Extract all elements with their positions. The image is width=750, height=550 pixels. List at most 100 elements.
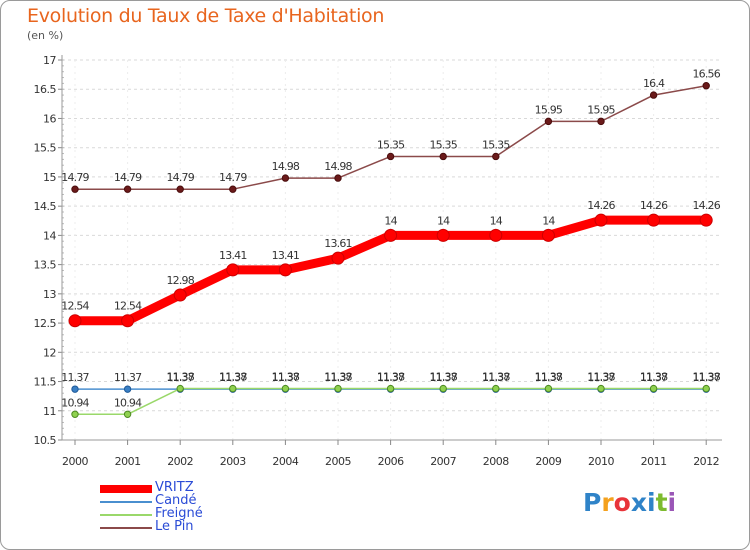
chart-title: Evolution du Taux de Taxe d'Habitation bbox=[27, 5, 385, 27]
data-point-freigne bbox=[597, 384, 605, 393]
data-point-freigne bbox=[649, 384, 658, 393]
data-label-le-pin: 15.95 bbox=[535, 103, 563, 116]
data-point-vritz bbox=[331, 251, 345, 265]
data-label-vritz: 14 bbox=[437, 214, 450, 227]
data-point-vritz bbox=[68, 314, 82, 328]
data-label-vritz: 14.26 bbox=[640, 199, 668, 212]
legend-item-vritz: VRITZ bbox=[100, 480, 300, 495]
y-tick-label: 17 bbox=[43, 54, 56, 67]
data-point-freigne bbox=[492, 384, 500, 393]
data-label-cande: 11.37 bbox=[114, 371, 142, 384]
x-tick-label: 2001 bbox=[115, 455, 141, 468]
data-point-vritz bbox=[121, 314, 135, 328]
data-label-vritz: 12.54 bbox=[114, 300, 142, 313]
data-label-le-pin: 15.95 bbox=[587, 103, 615, 116]
data-label-cande: 11.37 bbox=[61, 371, 89, 384]
legend-item-cande: Candé bbox=[100, 494, 300, 508]
y-tick-label: 14.5 bbox=[34, 200, 57, 213]
data-label-cande: 11.37 bbox=[692, 371, 720, 384]
y-tick-label: 11.5 bbox=[34, 376, 57, 389]
data-label-le-pin: 14.79 bbox=[114, 171, 142, 184]
series-layer bbox=[68, 82, 713, 418]
data-label-cande: 11.37 bbox=[482, 371, 510, 384]
data-label-le-pin: 14.98 bbox=[324, 160, 352, 173]
logo-letter: t bbox=[655, 488, 668, 517]
data-label-le-pin: 14.79 bbox=[219, 171, 247, 184]
label-layer: 12.54 12.54 12.98 13.41 13.41 13.61 14 14 14 14 14… bbox=[61, 68, 721, 410]
data-point-le-pin bbox=[71, 185, 79, 193]
legend-item-le-pin: Le Pin bbox=[100, 520, 300, 534]
y-tick-label: 10.5 bbox=[34, 434, 57, 447]
data-point-le-pin bbox=[229, 185, 237, 193]
data-label-le-pin: 14.79 bbox=[166, 171, 194, 184]
y-tick-label: 12.5 bbox=[34, 317, 57, 330]
y-tick-label: 13 bbox=[43, 288, 56, 301]
data-point-freigne bbox=[176, 384, 184, 393]
data-point-vritz bbox=[541, 228, 555, 242]
legend-swatch-freigne bbox=[100, 514, 152, 516]
legend-swatch-cande bbox=[100, 501, 152, 503]
y-tick-label: 15.5 bbox=[34, 142, 57, 155]
data-point-freigne bbox=[334, 384, 342, 393]
data-label-vritz: 14 bbox=[384, 214, 397, 227]
data-label-cande: 11.37 bbox=[166, 371, 194, 384]
y-tick-label: 16 bbox=[43, 112, 56, 125]
x-tick-label: 2006 bbox=[378, 455, 404, 468]
data-label-cande: 11.37 bbox=[640, 371, 668, 384]
legend-swatch-le-pin bbox=[100, 527, 152, 529]
data-label-le-pin: 15.35 bbox=[429, 138, 457, 151]
x-tick-label: 2002 bbox=[167, 455, 193, 468]
data-label-freigne: 11.38 bbox=[535, 371, 563, 384]
legend-label-vritz: VRITZ bbox=[155, 480, 194, 495]
data-point-le-pin bbox=[439, 152, 447, 161]
logo-letter: r bbox=[601, 488, 614, 517]
data-point-vritz bbox=[384, 228, 398, 242]
data-label-le-pin: 14.79 bbox=[61, 171, 89, 184]
data-point-freigne bbox=[229, 384, 237, 393]
x-tick-label: 2009 bbox=[535, 455, 561, 468]
data-point-cande bbox=[123, 385, 132, 393]
data-point-le-pin bbox=[176, 185, 184, 193]
data-point-vritz bbox=[436, 228, 450, 242]
legend: VRITZ Candé Freigné Le Pin bbox=[100, 480, 300, 534]
data-label-le-pin: 14.98 bbox=[272, 160, 300, 173]
data-point-freigne bbox=[544, 384, 553, 393]
y-tick-label: 11 bbox=[43, 405, 56, 418]
data-label-vritz: 13.61 bbox=[324, 237, 352, 250]
data-label-cande: 11.37 bbox=[324, 371, 352, 384]
data-point-freigne bbox=[439, 384, 447, 393]
data-label-cande: 11.37 bbox=[219, 371, 247, 384]
data-point-vritz bbox=[173, 288, 187, 302]
x-tick-label: 2011 bbox=[641, 455, 667, 468]
y-tick-label: 14 bbox=[43, 229, 56, 242]
logo-letter: P bbox=[583, 488, 602, 517]
data-label-freigne: 11.38 bbox=[272, 371, 300, 384]
data-point-freigne bbox=[71, 410, 79, 418]
data-label-freigne: 11.38 bbox=[587, 371, 615, 384]
y-tick-label: 13.5 bbox=[34, 259, 57, 272]
data-label-vritz: 12.98 bbox=[166, 274, 194, 287]
data-point-le-pin bbox=[123, 185, 132, 193]
data-point-le-pin bbox=[597, 117, 605, 126]
data-point-freigne bbox=[702, 384, 710, 393]
data-label-freigne: 10.94 bbox=[114, 396, 142, 409]
data-label-le-pin: 15.35 bbox=[377, 138, 405, 151]
data-point-le-pin bbox=[334, 174, 342, 182]
data-point-le-pin bbox=[544, 117, 553, 126]
x-tick-label: 2003 bbox=[220, 455, 246, 468]
data-label-vritz: 13.41 bbox=[219, 249, 247, 262]
x-tick-label: 2005 bbox=[325, 455, 351, 468]
y-tick-label: 15 bbox=[43, 171, 56, 184]
data-label-le-pin: 15.35 bbox=[482, 138, 510, 151]
data-label-freigne: 11.38 bbox=[166, 371, 194, 384]
axis-layer: 10.5 11 11.5 12 12.5 13 13.5 14 14.5 15 15.5 16 16.5… bbox=[34, 54, 722, 468]
data-label-freigne: 11.38 bbox=[429, 371, 457, 384]
data-label-cande: 11.37 bbox=[429, 371, 457, 384]
data-label-freigne: 11.38 bbox=[640, 371, 668, 384]
logo-letter: x bbox=[630, 488, 647, 517]
data-point-le-pin bbox=[386, 152, 395, 161]
chart-subtitle: (en %) bbox=[27, 29, 64, 42]
data-label-le-pin: 16.56 bbox=[692, 68, 720, 81]
